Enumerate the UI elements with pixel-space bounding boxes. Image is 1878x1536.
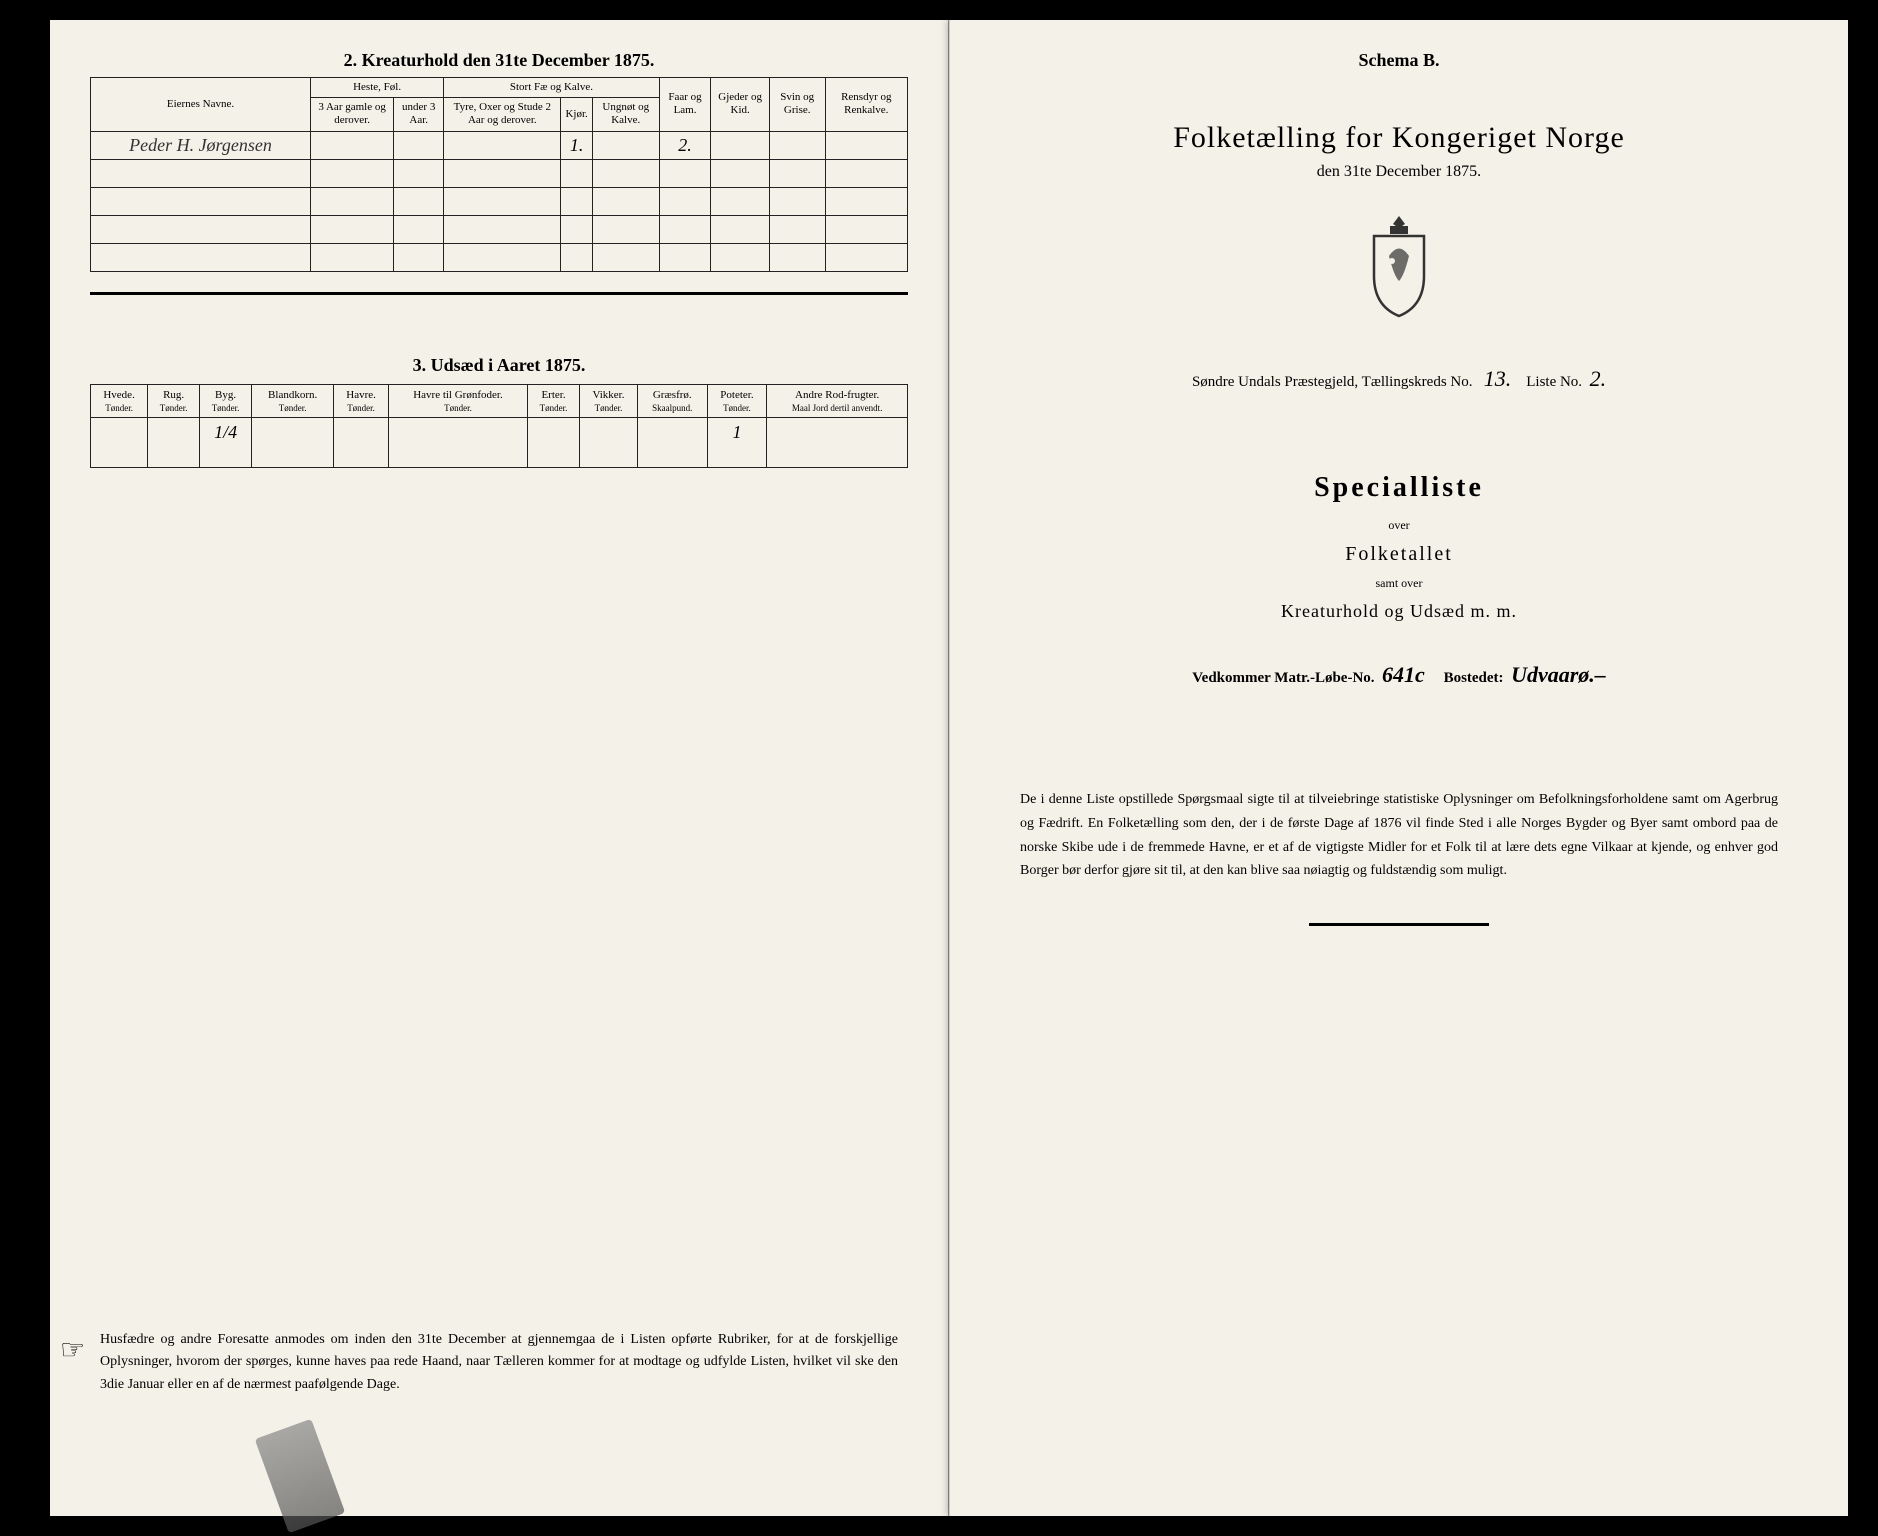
seed-cell-6 xyxy=(528,417,580,467)
binder-clip-icon xyxy=(255,1419,346,1533)
seed-cell-7 xyxy=(579,417,637,467)
divider-rule xyxy=(90,292,908,295)
vedk-prefix: Vedkommer Matr.-Løbe-No. xyxy=(1192,670,1374,686)
seed-cell-2: 1/4 xyxy=(200,417,252,467)
census-subtitle: den 31te December 1875. xyxy=(990,163,1808,181)
val-faar: 2. xyxy=(659,131,711,159)
seed-col-10: Andre Rod-frugter.Maal Jord dertil anven… xyxy=(767,384,908,417)
footnote-block: ☞ Husfædre og andre Foresatte anmodes om… xyxy=(100,1329,898,1396)
matr-no: 641c xyxy=(1382,662,1425,687)
seed-col-5: Havre til Grønfoder.Tønder. xyxy=(388,384,527,417)
col-ren: Rensdyr og Renkalve. xyxy=(825,78,907,132)
seed-col-2: Byg.Tønder. xyxy=(200,384,252,417)
liste-no: 2. xyxy=(1590,366,1607,391)
parish-prefix: Søndre Undals Præstegjeld, Tællingskreds… xyxy=(1192,374,1473,390)
right-footnote: De i denne Liste opstillede Spørgsmaal s… xyxy=(990,788,1808,883)
col-h2: under 3 Aar. xyxy=(394,98,444,131)
val-kjor: 1. xyxy=(561,131,592,159)
seed-cell-0 xyxy=(91,417,148,467)
col-s3: Ungnøt og Kalve. xyxy=(592,98,659,131)
schema-label: Schema B. xyxy=(990,50,1808,71)
census-title: Folketælling for Kongeriget Norge xyxy=(990,121,1808,155)
seed-cell-4 xyxy=(334,417,389,467)
over-label: over xyxy=(990,518,1808,533)
colgroup-heste: Heste, Føl. xyxy=(311,78,444,98)
bosted-value: Udvaarø.– xyxy=(1511,662,1606,687)
seed-col-0: Hvede.Tønder. xyxy=(91,384,148,417)
ornamental-rule xyxy=(1309,923,1489,926)
col-gjed: Gjeder og Kid. xyxy=(711,78,770,132)
colgroup-stort: Stort Fæ og Kalve. xyxy=(444,78,660,98)
seed-col-8: Græsfrø.Skaalpund. xyxy=(637,384,707,417)
seed-cell-1 xyxy=(148,417,200,467)
folketallet-label: Folketallet xyxy=(990,543,1808,566)
col-s1: Tyre, Oxer og Stude 2 Aar og derover. xyxy=(444,98,561,131)
vedkommer-line: Vedkommer Matr.-Løbe-No. 641c Bostedet: … xyxy=(990,662,1808,688)
col-owner: Eiernes Navne. xyxy=(91,78,311,132)
col-svin: Svin og Grise. xyxy=(769,78,825,132)
section3-title: 3. Udsæd i Aaret 1875. xyxy=(90,355,908,376)
liste-label: Liste No. xyxy=(1526,374,1582,390)
table-row xyxy=(91,243,908,271)
footnote-text: Husfædre og andre Foresatte anmodes om i… xyxy=(100,1332,898,1392)
seed-table: Hvede.Tønder.Rug.Tønder.Byg.Tønder.Bland… xyxy=(90,384,908,468)
seed-col-7: Vikker.Tønder. xyxy=(579,384,637,417)
table-row: 1/4 1 xyxy=(91,417,908,467)
livestock-table: Eiernes Navne. Heste, Føl. Stort Fæ og K… xyxy=(90,77,908,272)
left-page: 2. Kreaturhold den 31te December 1875. E… xyxy=(50,20,949,1516)
seed-col-4: Havre.Tønder. xyxy=(334,384,389,417)
samt-label: samt over xyxy=(990,576,1808,591)
section2-title: 2. Kreaturhold den 31te December 1875. xyxy=(90,50,908,71)
pointing-hand-icon: ☞ xyxy=(60,1329,85,1374)
seed-cell-8 xyxy=(637,417,707,467)
col-s2: Kjør. xyxy=(561,98,592,131)
page-spread: 2. Kreaturhold den 31te December 1875. E… xyxy=(0,0,1878,1536)
col-faar: Faar og Lam. xyxy=(659,78,711,132)
table-row xyxy=(91,187,908,215)
parish-line: Søndre Undals Præstegjeld, Tællingskreds… xyxy=(990,366,1808,392)
right-page: Schema B. Folketælling for Kongeriget No… xyxy=(949,20,1848,1516)
seed-col-3: Blandkorn.Tønder. xyxy=(252,384,334,417)
seed-cell-5 xyxy=(388,417,527,467)
table-row: Peder H. Jørgensen 1. 2. xyxy=(91,131,908,159)
seed-col-9: Poteter.Tønder. xyxy=(707,384,767,417)
seed-cell-9: 1 xyxy=(707,417,767,467)
table-row xyxy=(91,159,908,187)
seed-col-6: Erter.Tønder. xyxy=(528,384,580,417)
seed-cell-10 xyxy=(767,417,908,467)
kreds-no: 13. xyxy=(1484,366,1512,391)
coat-of-arms-icon xyxy=(990,211,1808,326)
bosted-label: Bostedet: xyxy=(1444,670,1504,686)
owner-name: Peder H. Jørgensen xyxy=(91,131,311,159)
kreatur-label: Kreaturhold og Udsæd m. m. xyxy=(990,601,1808,622)
seed-col-1: Rug.Tønder. xyxy=(148,384,200,417)
col-h1: 3 Aar gamle og derover. xyxy=(311,98,394,131)
specialliste-title: Specialliste xyxy=(990,472,1808,504)
table-row xyxy=(91,215,908,243)
seed-cell-3 xyxy=(252,417,334,467)
